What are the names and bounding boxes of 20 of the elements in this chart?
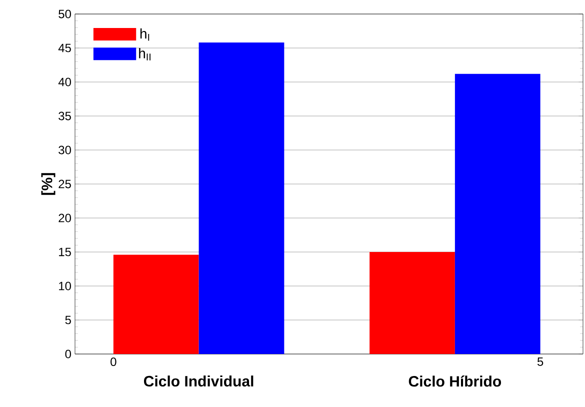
- bar: [370, 252, 455, 354]
- y-tick-label: 30: [58, 146, 72, 154]
- y-tick-label: 25: [58, 180, 71, 188]
- bar: [198, 42, 284, 354]
- y-axis-title: [%]: [41, 173, 56, 195]
- y-tick-label: 10: [59, 282, 72, 290]
- y-tick-label: 0: [65, 350, 72, 358]
- y-tick-label: 20: [58, 214, 72, 222]
- legend-label: h$_{II}$: [139, 48, 150, 60]
- legend-label: h$_{I}$: [140, 28, 150, 41]
- bar: [113, 254, 199, 354]
- y-tick-label: 45: [58, 44, 71, 52]
- text: Ciclo Híbrido: [408, 376, 502, 387]
- text: Ciclo Individual: [144, 376, 254, 387]
- y-tick-label: 15: [59, 248, 71, 256]
- y-tick-label: 50: [58, 10, 72, 18]
- y-tick-label: 40: [58, 78, 72, 86]
- y-tick-label: 35: [58, 112, 71, 120]
- y-tick-label: 5: [65, 316, 71, 324]
- bar: [454, 74, 540, 354]
